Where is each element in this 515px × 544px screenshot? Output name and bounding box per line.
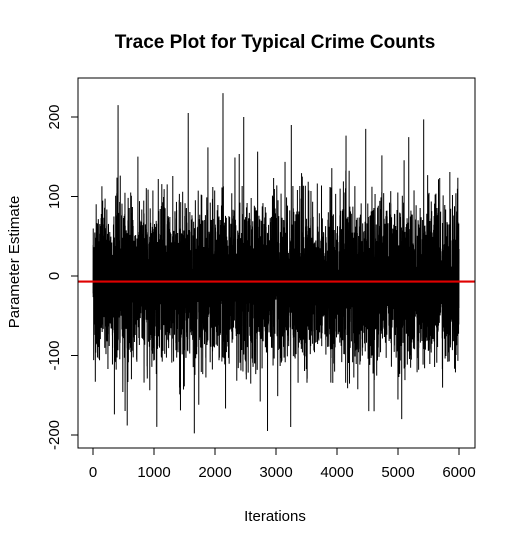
y-tick-label: 100 xyxy=(46,184,63,209)
x-tick-label: 3000 xyxy=(259,464,292,481)
plot-area xyxy=(77,77,476,449)
y-tick-label: -200 xyxy=(46,420,63,450)
x-tick-label: 5000 xyxy=(381,464,414,481)
x-tick-label: 2000 xyxy=(198,464,231,481)
trace-series xyxy=(92,93,460,434)
x-tick-label: 1000 xyxy=(137,464,170,481)
x-tick-label: 6000 xyxy=(442,464,475,481)
y-tick-label: 0 xyxy=(46,272,63,280)
y-tick-label: -100 xyxy=(46,340,63,370)
y-axis: -200 -100 0 100 200 xyxy=(46,104,79,450)
y-axis-label: Parameter Estimate xyxy=(6,196,23,329)
chart-title: Trace Plot for Typical Crime Counts xyxy=(115,32,436,53)
x-axis-label: Iterations xyxy=(244,508,306,525)
x-tick-label: 0 xyxy=(89,464,97,481)
x-tick-label: 4000 xyxy=(320,464,353,481)
x-axis: 0 1000 2000 3000 4000 5000 6000 xyxy=(89,447,476,481)
y-tick-label: 200 xyxy=(46,104,63,129)
